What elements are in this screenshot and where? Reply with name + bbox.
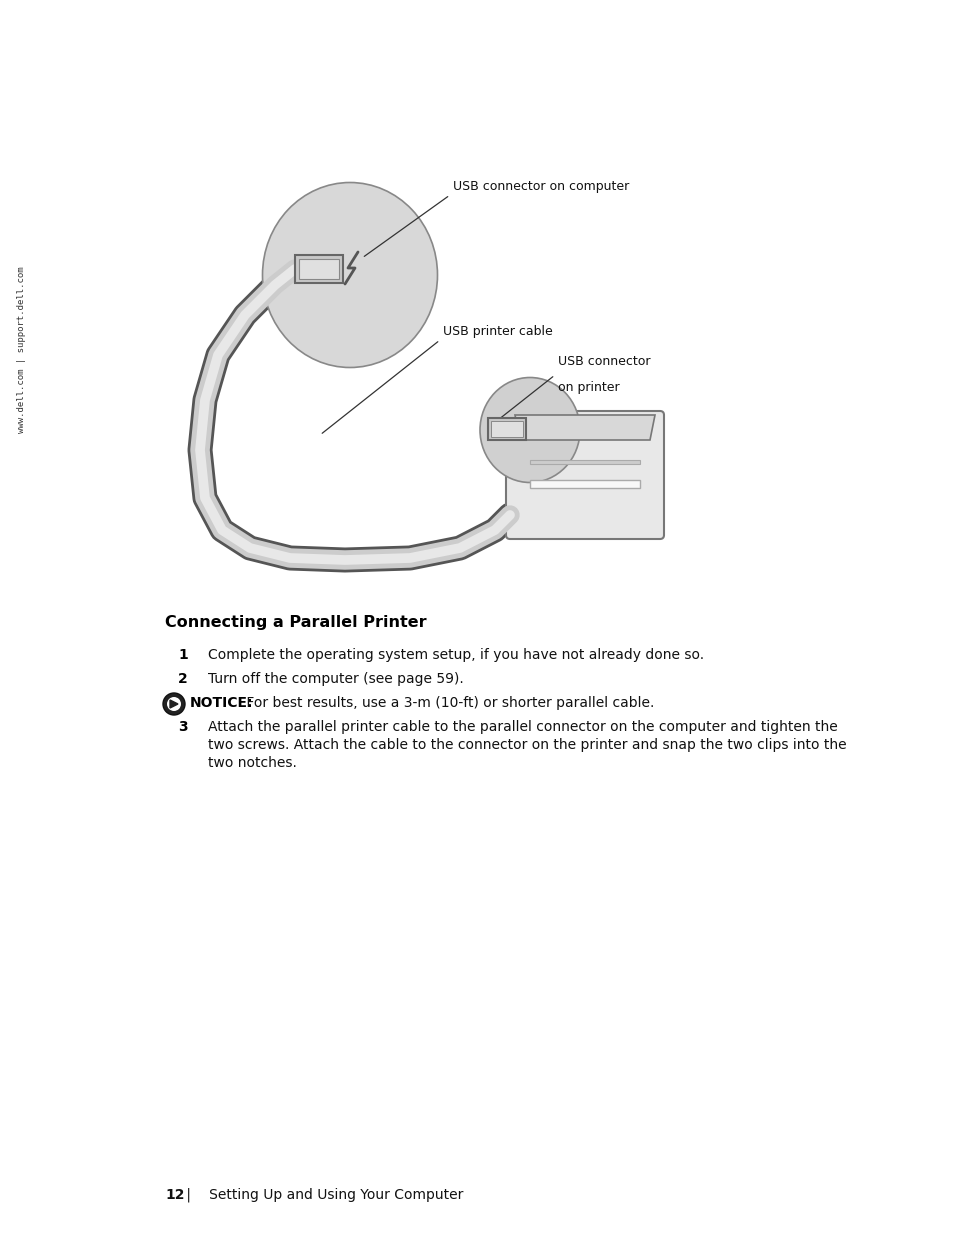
FancyBboxPatch shape: [530, 480, 639, 488]
Text: USB printer cable: USB printer cable: [442, 325, 552, 338]
Text: USB connector: USB connector: [558, 354, 650, 368]
Polygon shape: [515, 415, 655, 440]
Text: Connecting a Parallel Printer: Connecting a Parallel Printer: [165, 615, 426, 630]
Text: Turn off the computer (see page 59).: Turn off the computer (see page 59).: [208, 672, 463, 685]
Text: Complete the operating system setup, if you have not already done so.: Complete the operating system setup, if …: [208, 648, 703, 662]
Text: Attach the parallel printer cable to the parallel connector on the computer and : Attach the parallel printer cable to the…: [208, 720, 837, 734]
FancyBboxPatch shape: [491, 421, 522, 437]
Text: 1: 1: [178, 648, 188, 662]
Ellipse shape: [479, 378, 579, 483]
Polygon shape: [170, 700, 178, 708]
Text: 2: 2: [178, 672, 188, 685]
Text: NOTICE:: NOTICE:: [190, 697, 253, 710]
Text: For best results, use a 3-m (10-ft) or shorter parallel cable.: For best results, use a 3-m (10-ft) or s…: [242, 697, 654, 710]
Text: two notches.: two notches.: [208, 756, 296, 769]
Text: on printer: on printer: [558, 382, 619, 394]
FancyBboxPatch shape: [298, 259, 338, 279]
Text: Setting Up and Using Your Computer: Setting Up and Using Your Computer: [195, 1188, 463, 1202]
Text: two screws. Attach the cable to the connector on the printer and snap the two cl: two screws. Attach the cable to the conn…: [208, 739, 845, 752]
FancyBboxPatch shape: [530, 459, 639, 464]
FancyBboxPatch shape: [505, 411, 663, 538]
Circle shape: [163, 693, 185, 715]
Circle shape: [167, 697, 181, 711]
Text: |: |: [182, 1188, 191, 1203]
Text: 3: 3: [178, 720, 188, 734]
Text: 12: 12: [165, 1188, 184, 1202]
FancyBboxPatch shape: [294, 254, 343, 283]
Text: USB connector on computer: USB connector on computer: [453, 180, 629, 193]
FancyBboxPatch shape: [488, 417, 525, 440]
Ellipse shape: [262, 183, 437, 368]
Text: www.dell.com | support.dell.com: www.dell.com | support.dell.com: [17, 267, 27, 433]
